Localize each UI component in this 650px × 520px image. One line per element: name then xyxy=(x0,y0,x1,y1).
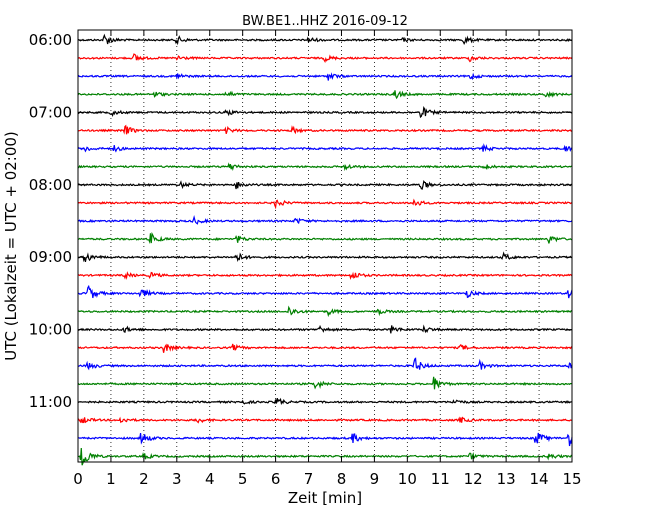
trace-0730 xyxy=(77,143,573,153)
chart-title: BW.BE1..HHZ 2016-09-12 xyxy=(242,14,408,29)
trace-0630 xyxy=(77,72,573,81)
x-tick-label: 13 xyxy=(497,470,516,488)
x-tick-label: 7 xyxy=(304,470,314,488)
trace-0645 xyxy=(77,90,573,100)
y-tick-label: 08:00 xyxy=(29,176,72,194)
y-tick-label: 09:00 xyxy=(29,248,72,266)
x-axis-label: Zeit [min] xyxy=(288,489,362,507)
trace-1030 xyxy=(77,357,573,371)
trace-1115 xyxy=(77,416,573,424)
x-tick-label: 0 xyxy=(73,470,83,488)
x-tick-label: 11 xyxy=(431,470,450,488)
trace-0830 xyxy=(77,215,573,225)
trace-0900 xyxy=(77,251,573,263)
trace-1000 xyxy=(77,324,573,334)
y-axis-ticks: 06:00 07:00 08:00 09:00 10:00 11:00 xyxy=(29,31,572,411)
trace-0815 xyxy=(77,198,573,210)
x-tick-label: 5 xyxy=(238,470,248,488)
trace-1015 xyxy=(77,343,573,353)
x-tick-label: 15 xyxy=(562,470,581,488)
trace-0845 xyxy=(77,231,573,245)
x-tick-label: 12 xyxy=(464,470,483,488)
x-tick-label: 3 xyxy=(172,470,182,488)
trace-0615 xyxy=(77,53,573,64)
x-tick-label: 10 xyxy=(398,470,417,488)
vertical-gridlines xyxy=(110,30,540,462)
trace-0800 xyxy=(77,179,573,190)
y-axis-label: UTC (Lokalzeit = UTC + 02:00) xyxy=(2,131,20,361)
trace-1100 xyxy=(77,397,573,406)
trace-1145 xyxy=(77,447,573,466)
x-tick-label: 1 xyxy=(106,470,116,488)
y-tick-label: 10:00 xyxy=(29,321,72,339)
plot-frame xyxy=(77,29,573,463)
trace-0700 xyxy=(77,106,573,119)
x-tick-label: 2 xyxy=(139,470,149,488)
trace-0930 xyxy=(77,284,573,299)
trace-0715 xyxy=(77,124,573,135)
x-tick-label: 9 xyxy=(370,470,380,488)
trace-0745 xyxy=(77,162,573,172)
trace-1045 xyxy=(77,376,573,390)
x-tick-label: 14 xyxy=(530,470,549,488)
y-tick-label: 11:00 xyxy=(29,393,72,411)
trace-1130 xyxy=(77,432,573,447)
x-tick-label: 8 xyxy=(337,470,347,488)
trace-0915 xyxy=(77,271,573,280)
x-tick-label: 4 xyxy=(205,470,215,488)
trace-0945 xyxy=(77,305,573,318)
trace-0600 xyxy=(77,33,573,46)
y-tick-label: 07:00 xyxy=(29,103,72,121)
x-tick-label: 6 xyxy=(271,470,281,488)
x-axis-ticks: 0 1 2 3 4 5 6 7 8 9 10 11 12 13 14 15 xyxy=(73,30,582,488)
y-tick-label: 06:00 xyxy=(29,31,72,49)
seismic-traces xyxy=(77,33,573,466)
